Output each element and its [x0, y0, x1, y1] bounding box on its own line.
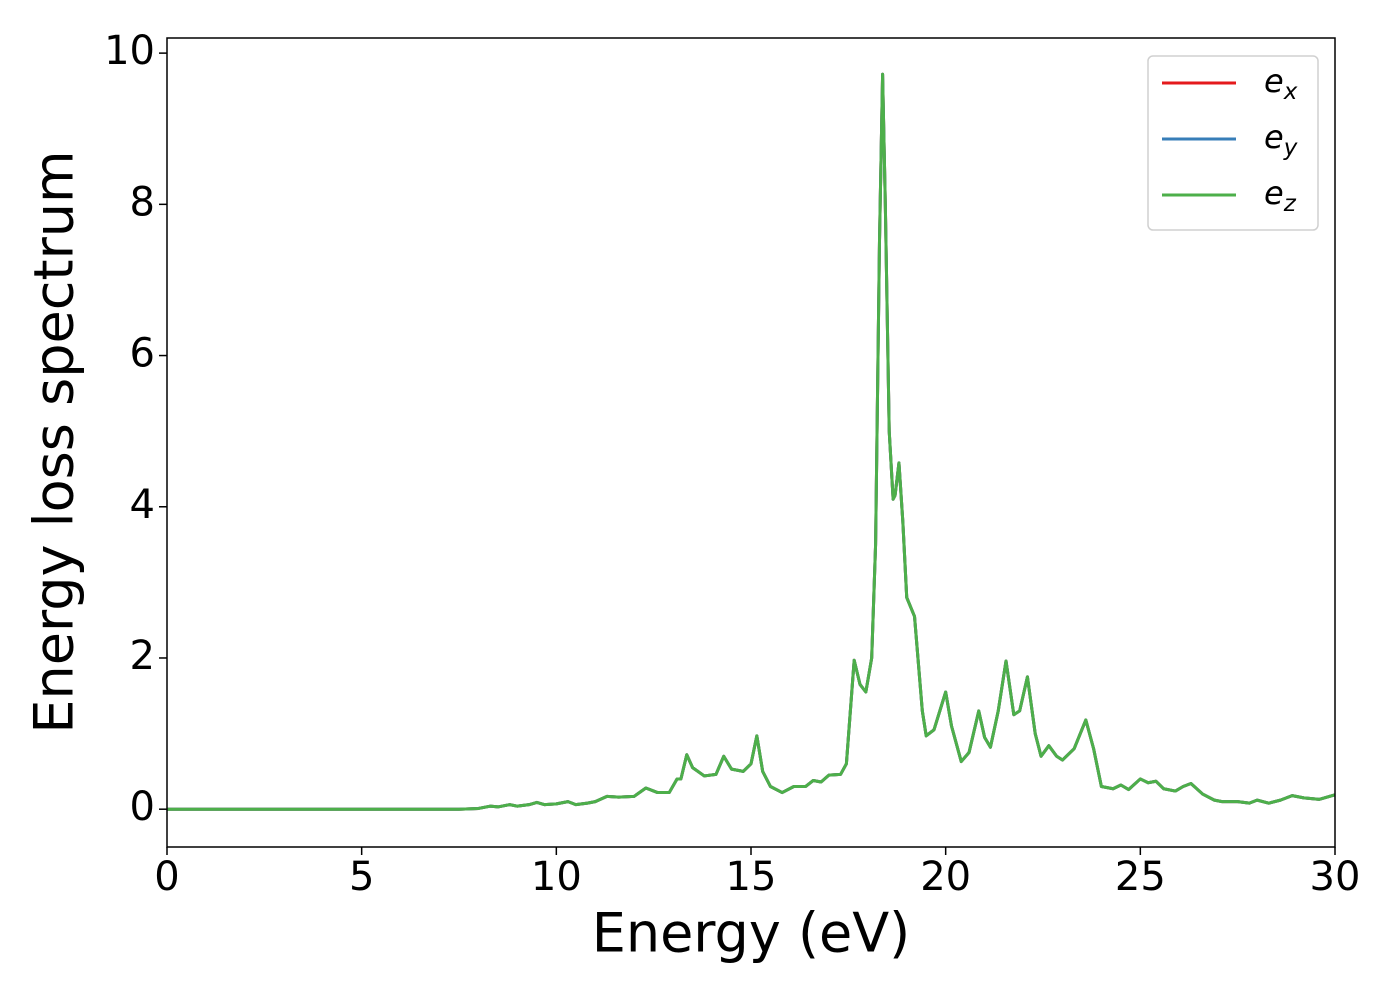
y-axis-label: Energy loss spectrum: [23, 150, 86, 733]
x-axis-label: Energy (eV): [592, 902, 911, 965]
x-tick-label: 25: [1115, 854, 1166, 900]
y-tick-label: 4: [130, 482, 155, 528]
x-tick-label: 15: [726, 854, 777, 900]
y-tick-label: 0: [130, 784, 155, 830]
y-tick-label: 2: [130, 633, 155, 679]
legend-box: [1147, 55, 1319, 231]
y-tick-label: 10: [104, 28, 155, 74]
x-tick-label: 30: [1310, 854, 1361, 900]
plot-frame: [166, 37, 1336, 848]
x-tick-label: 20: [920, 854, 971, 900]
plot-lines: [167, 72, 1335, 811]
y-tick-label: 8: [130, 179, 155, 225]
y-tick-label: 6: [130, 331, 155, 377]
data-line: [167, 72, 1335, 811]
x-tick-label: 10: [531, 854, 582, 900]
x-tick-label: 5: [349, 854, 374, 900]
x-tick-label: 0: [154, 854, 179, 900]
